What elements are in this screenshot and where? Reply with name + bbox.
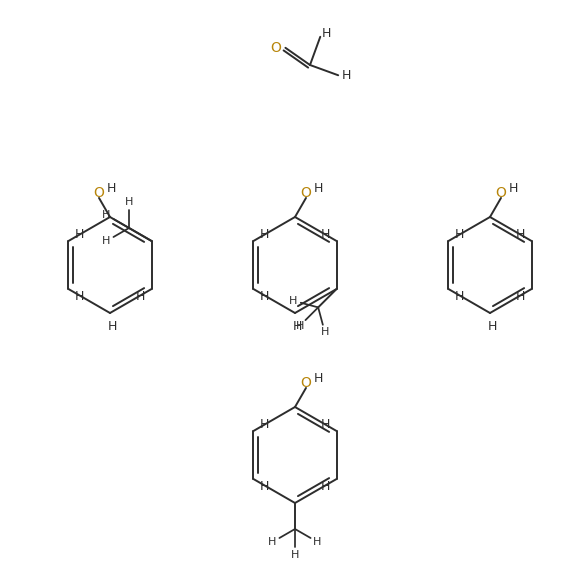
- Text: H: H: [107, 320, 117, 332]
- Text: H: H: [260, 417, 269, 431]
- Text: H: H: [291, 550, 299, 560]
- Text: H: H: [342, 69, 351, 82]
- Text: O: O: [93, 186, 104, 200]
- Text: O: O: [270, 41, 281, 55]
- Text: H: H: [516, 289, 525, 302]
- Text: H: H: [455, 289, 464, 302]
- Text: H: H: [321, 228, 330, 240]
- Text: H: H: [321, 417, 330, 431]
- Text: H: H: [260, 480, 269, 493]
- Text: O: O: [300, 186, 311, 200]
- Text: H: H: [260, 289, 269, 302]
- Text: H: H: [102, 236, 111, 246]
- Text: H: H: [321, 480, 330, 493]
- Text: H: H: [487, 320, 496, 332]
- Text: H: H: [296, 321, 304, 331]
- Text: H: H: [102, 210, 111, 220]
- Text: H: H: [313, 373, 322, 385]
- Text: H: H: [313, 537, 322, 547]
- Text: H: H: [321, 328, 329, 338]
- Text: H: H: [106, 182, 115, 196]
- Text: H: H: [321, 27, 331, 40]
- Text: H: H: [313, 182, 322, 196]
- Text: H: H: [75, 228, 84, 240]
- Text: H: H: [269, 537, 277, 547]
- Text: H: H: [289, 296, 298, 306]
- Text: H: H: [292, 320, 302, 332]
- Text: H: H: [455, 228, 464, 240]
- Text: H: H: [75, 289, 84, 302]
- Text: H: H: [260, 228, 269, 240]
- Text: O: O: [300, 376, 311, 390]
- Text: O: O: [495, 186, 506, 200]
- Text: H: H: [125, 197, 133, 207]
- Text: H: H: [136, 289, 145, 302]
- Text: H: H: [508, 182, 518, 196]
- Text: H: H: [516, 228, 525, 240]
